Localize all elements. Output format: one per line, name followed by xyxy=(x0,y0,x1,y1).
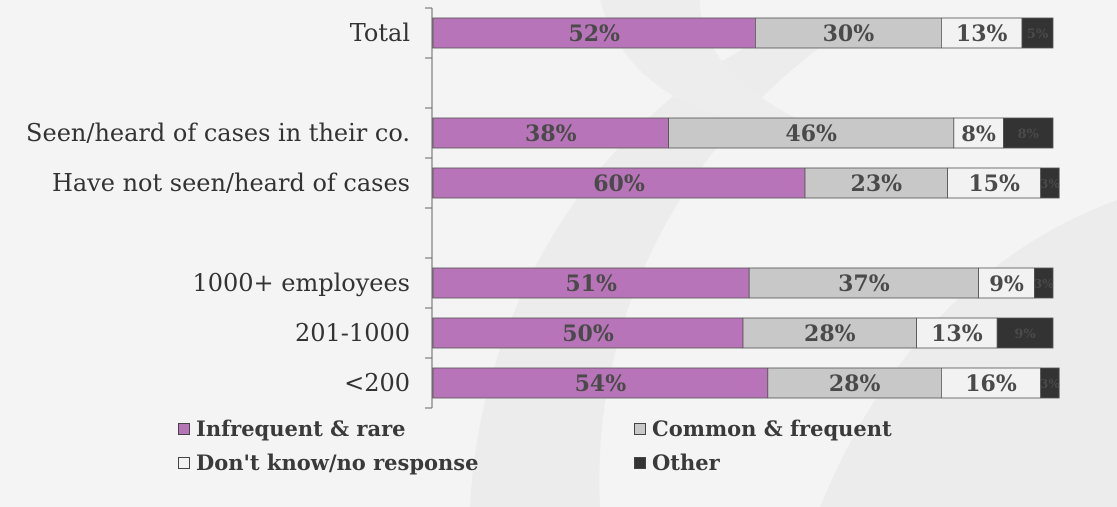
data-label: 8% xyxy=(1017,127,1039,142)
data-label: 3% xyxy=(1040,377,1060,391)
data-label: 54% xyxy=(575,371,627,397)
bar-segment xyxy=(432,317,744,349)
bar-segment xyxy=(1021,17,1054,49)
bar-segment xyxy=(432,367,769,399)
bar-segment xyxy=(1040,367,1060,399)
legend-swatch-other xyxy=(634,456,646,469)
legend-label-dont-know: Don't know/no response xyxy=(196,450,479,475)
category-labels: Total Seen/heard of cases in their co. Hav… xyxy=(26,19,410,397)
data-label: 9% xyxy=(989,271,1024,296)
data-label: 13% xyxy=(931,321,983,347)
bar-segment xyxy=(941,367,1042,399)
bar-segment xyxy=(668,117,955,149)
category-label: 1000+ employees xyxy=(192,269,410,297)
category-label: Total xyxy=(350,19,410,47)
legend: Infrequent & rare Common & frequent Don'… xyxy=(178,412,938,492)
bar-segment xyxy=(953,117,1004,149)
bar-segment xyxy=(947,167,1041,199)
bar-segment xyxy=(916,317,998,349)
category-label: <200 xyxy=(344,369,410,397)
category-label: Have not seen/heard of cases xyxy=(52,169,410,197)
category-label: Seen/heard of cases in their co. xyxy=(26,119,410,147)
data-label: 9% xyxy=(1014,327,1036,342)
data-label: 28% xyxy=(804,321,856,347)
data-label: 23% xyxy=(851,171,903,197)
bar-segment xyxy=(742,317,918,349)
legend-label-common: Common & frequent xyxy=(652,416,892,441)
legend-item-dont-know: Don't know/no response xyxy=(178,450,478,475)
bar-segment xyxy=(432,267,750,299)
data-label: 13% xyxy=(956,21,1008,47)
legend-label-infrequent: Infrequent & rare xyxy=(196,416,406,441)
bar-segment xyxy=(1040,167,1060,199)
data-label: 15% xyxy=(968,171,1020,197)
category-label: 201-1000 xyxy=(295,319,410,347)
bar-segment xyxy=(804,167,949,199)
legend-item-infrequent: Infrequent & rare xyxy=(178,416,406,441)
data-label: 60% xyxy=(593,171,645,197)
legend-item-common: Common & frequent xyxy=(634,416,892,441)
bar-segment xyxy=(432,17,756,49)
bar-segment xyxy=(432,167,806,199)
legend-item-other: Other xyxy=(634,450,720,475)
data-label: 38% xyxy=(525,121,577,147)
bar-segment xyxy=(755,17,942,49)
y-axis xyxy=(425,7,433,409)
data-label: 3% xyxy=(1034,277,1054,291)
data-label: 51% xyxy=(565,271,617,297)
bar-segment xyxy=(1034,267,1054,299)
bars-group: 52% 30% 13% 5% 38% 46% 8% 8% 60% 23% 15% 3% 51% 37% 9%… xyxy=(432,17,1060,399)
data-label: 3% xyxy=(1040,177,1060,191)
legend-swatch-infrequent xyxy=(178,422,190,435)
bar-segment xyxy=(941,17,1023,49)
data-label: 16% xyxy=(965,371,1017,397)
data-label: 8% xyxy=(961,121,996,146)
data-label: 50% xyxy=(562,321,614,347)
bar-segment xyxy=(1003,117,1054,149)
data-label: 30% xyxy=(823,21,875,47)
data-label: 46% xyxy=(785,121,837,147)
bar-segment xyxy=(767,367,942,399)
legend-swatch-dont-know xyxy=(178,456,190,469)
bar-segment xyxy=(432,117,670,149)
data-label: 52% xyxy=(568,21,620,47)
bar-segment xyxy=(748,267,980,299)
data-label: 28% xyxy=(829,371,881,397)
data-label: 37% xyxy=(838,271,890,297)
bar-segment xyxy=(996,317,1054,349)
data-label: 5% xyxy=(1027,27,1049,42)
legend-swatch-common xyxy=(634,422,646,435)
legend-label-other: Other xyxy=(652,450,720,475)
